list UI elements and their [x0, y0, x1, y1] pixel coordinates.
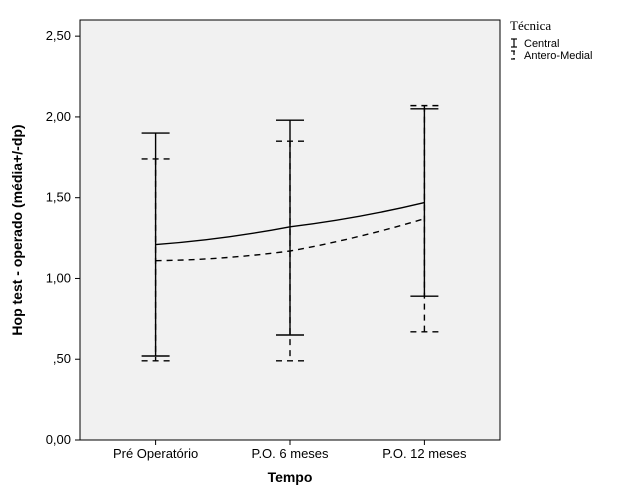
y-tick-label: 2,50	[46, 28, 71, 43]
chart-container: 0,00 ,50 1,00 1,50 2,00 2,50 Pré Operatório P.O…	[0, 0, 625, 500]
y-axis-label: Hop test - operado (média+/-dp)	[9, 124, 25, 335]
y-tick-label: 1,00	[46, 270, 71, 285]
x-category-label: P.O. 6 meses	[251, 446, 329, 461]
y-tick-label: 1,50	[46, 190, 71, 205]
legend-item-label: Antero-Medial	[524, 50, 592, 62]
x-category-label: Pré Operatório	[113, 446, 198, 461]
x-axis-label: Tempo	[268, 469, 313, 485]
y-tick-label: 0,00	[46, 432, 71, 447]
legend-item-label: Central	[524, 38, 559, 50]
y-tick-label: ,50	[53, 351, 71, 366]
y-tick-label: 2,00	[46, 109, 71, 124]
legend-title: Técnica	[510, 18, 551, 33]
hop-test-chart-svg: 0,00 ,50 1,00 1,50 2,00 2,50 Pré Operatório P.O…	[0, 0, 625, 500]
x-category-label: P.O. 12 meses	[382, 446, 467, 461]
